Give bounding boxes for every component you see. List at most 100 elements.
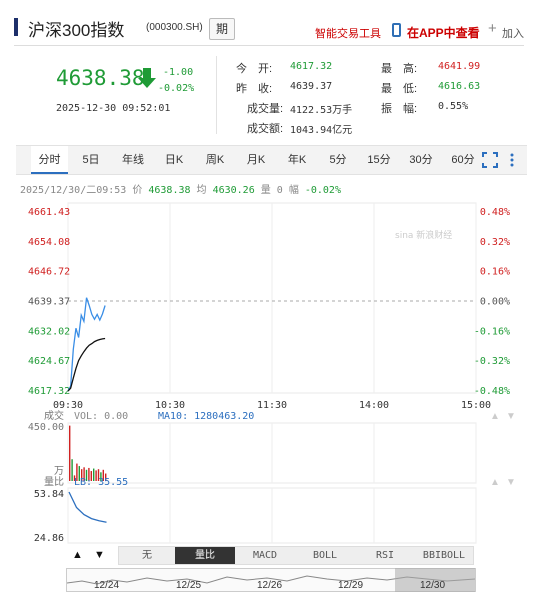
- indicator-tab-macd[interactable]: MACD: [252, 550, 278, 561]
- stat-label-amplitude: 振 幅:: [381, 103, 418, 115]
- tab-60min[interactable]: 60分: [451, 154, 475, 166]
- info-time: 2025/12/30/二09:53 价: [20, 185, 149, 196]
- tab-monthly-k[interactable]: 月K: [246, 154, 266, 166]
- arrow-down-icon: [138, 68, 156, 88]
- quote-datetime: 2025-12-30 09:52:01: [56, 103, 171, 114]
- price-tick-label: 4661.43: [28, 207, 70, 218]
- time-tick-label: 11:30: [257, 400, 287, 411]
- info-vol-label: 量 0 幅: [254, 185, 305, 196]
- ratio-up-icon[interactable]: ▲: [490, 477, 500, 488]
- pct-tick-label: -0.32%: [474, 356, 510, 367]
- header-divider: [14, 45, 524, 46]
- pct-tick-label: 0.00%: [480, 297, 510, 308]
- info-price: 4638.38: [148, 185, 191, 196]
- avg-line: [67, 337, 106, 392]
- price-tick-label: 4617.32: [28, 386, 70, 397]
- index-name: 沪深300指数: [28, 21, 125, 40]
- stat-label-turnover: 成交额:: [247, 123, 284, 135]
- ratio-label: 量比: [44, 476, 64, 488]
- intraday-chart[interactable]: 4661.43 4654.08 4646.72 4639.37 4632.02 4624.…: [0, 196, 538, 600]
- tab-weekly-k[interactable]: 周K: [205, 154, 225, 166]
- open-in-app-link[interactable]: 在APP中查看: [407, 26, 480, 40]
- scroll-date-3: 12/26: [257, 580, 283, 591]
- scroller-selection-handle[interactable]: [395, 568, 475, 592]
- stat-label-prev-close: 昨 收:: [236, 83, 273, 95]
- volume-axis-unit: 万: [54, 466, 64, 477]
- more-options-icon[interactable]: [508, 152, 516, 168]
- stat-value-open: 4617.32: [290, 61, 333, 72]
- volume-bar: [76, 463, 78, 481]
- price-tick-label: 4624.67: [28, 356, 70, 367]
- pct-tick-label: 0.16%: [480, 267, 510, 278]
- current-price: 4638.38: [56, 66, 145, 90]
- futures-tag-button[interactable]: 期: [209, 18, 235, 40]
- plus-icon[interactable]: +: [488, 20, 497, 37]
- tab-5day[interactable]: 5日: [82, 154, 100, 166]
- volume-grid: [67, 423, 477, 483]
- scroll-date-1: 12/24: [94, 580, 120, 591]
- price-tick-label: 4654.08: [28, 237, 70, 248]
- tab-daily-k[interactable]: 日K: [164, 154, 184, 166]
- volume-up-icon[interactable]: ▲: [490, 411, 500, 422]
- tab-year-line[interactable]: 年线: [122, 154, 144, 166]
- stat-value-prev-close: 4639.37: [290, 81, 333, 92]
- volume-value: VOL: 0.00: [74, 411, 128, 422]
- price-line: [67, 297, 106, 392]
- arrow-down-nav-icon[interactable]: ▼: [94, 549, 105, 561]
- tab-yearly-k[interactable]: 年K: [287, 154, 307, 166]
- indicator-tab-bbiboll[interactable]: BBIBOLL: [422, 550, 466, 561]
- scroll-date-5: 12/30: [420, 580, 446, 591]
- volume-bar: [102, 469, 104, 481]
- volume-axis-top: 450.00: [28, 422, 64, 433]
- tab-5min[interactable]: 5分: [329, 154, 347, 166]
- ratio-grid: [67, 488, 477, 543]
- info-avg-label: 均: [190, 185, 213, 196]
- stat-value-high: 4641.99: [438, 61, 481, 72]
- trade-tool-link[interactable]: 智能交易工具: [315, 28, 381, 40]
- add-watchlist-button[interactable]: 加入: [502, 28, 524, 40]
- tab-15min[interactable]: 15分: [367, 154, 391, 166]
- stat-label-open: 今 开:: [236, 63, 273, 75]
- price-tick-label: 4632.02: [28, 326, 70, 337]
- stat-label-volume: 成交量:: [247, 103, 284, 115]
- volume-bar: [97, 469, 100, 481]
- fullscreen-icon[interactable]: [482, 152, 498, 168]
- tab-30min[interactable]: 30分: [409, 154, 433, 166]
- volume-bar: [93, 468, 95, 481]
- volume-bar: [69, 425, 71, 481]
- scroll-date-2: 12/25: [176, 580, 202, 591]
- ratio-down-icon[interactable]: ▼: [506, 477, 516, 488]
- indicator-tab-boll[interactable]: BOLL: [312, 550, 338, 561]
- time-tick-label: 15:00: [461, 400, 491, 411]
- pct-axis: 0.48% 0.32% 0.16% 0.00% -0.16% -0.32% -0.48%: [474, 207, 510, 397]
- volume-bar: [85, 469, 88, 481]
- stat-label-low: 最 低:: [381, 83, 418, 95]
- volume-ma10: MA10: 1280463.20: [158, 411, 254, 422]
- volume-bar: [105, 473, 107, 481]
- ratio-axis-top: 53.84: [34, 489, 64, 500]
- period-tabs: 分时 5日 年线 日K 周K 月K 年K 5分 15分 30分 60分: [16, 145, 527, 175]
- crosshair-info: 2025/12/30/二09:53 价 4638.38 均 4630.26 量 …: [20, 181, 341, 196]
- ratio-value: LB: 35.55: [74, 477, 128, 488]
- scroll-date-4: 12/29: [338, 580, 364, 591]
- indicator-tab-volume-ratio[interactable]: 量比: [175, 547, 235, 564]
- indicator-tabs: 无 量比 MACD BOLL RSI BBIBOLL: [118, 546, 474, 565]
- pct-tick-label: 0.48%: [480, 207, 510, 218]
- change-percent: -0.02%: [158, 83, 195, 94]
- ratio-line: [68, 491, 107, 523]
- arrow-up-icon[interactable]: ▲: [72, 549, 83, 561]
- stat-label-high: 最 高:: [381, 63, 418, 75]
- pct-tick-label: -0.48%: [474, 386, 510, 397]
- ratio-axis-bottom: 24.86: [34, 533, 64, 544]
- volume-bar: [78, 466, 80, 481]
- pct-tick-label: 0.32%: [480, 237, 510, 248]
- indicator-tab-rsi[interactable]: RSI: [375, 550, 395, 561]
- info-avg: 4630.26: [212, 185, 255, 196]
- indicator-tab-none[interactable]: 无: [142, 550, 152, 561]
- info-pct: -0.02%: [304, 185, 341, 196]
- change-value: -1.00: [163, 67, 194, 78]
- stat-value-low: 4616.63: [438, 81, 481, 92]
- tab-intraday[interactable]: 分时: [31, 146, 68, 174]
- volume-bar: [88, 467, 90, 481]
- volume-down-icon[interactable]: ▼: [506, 411, 516, 422]
